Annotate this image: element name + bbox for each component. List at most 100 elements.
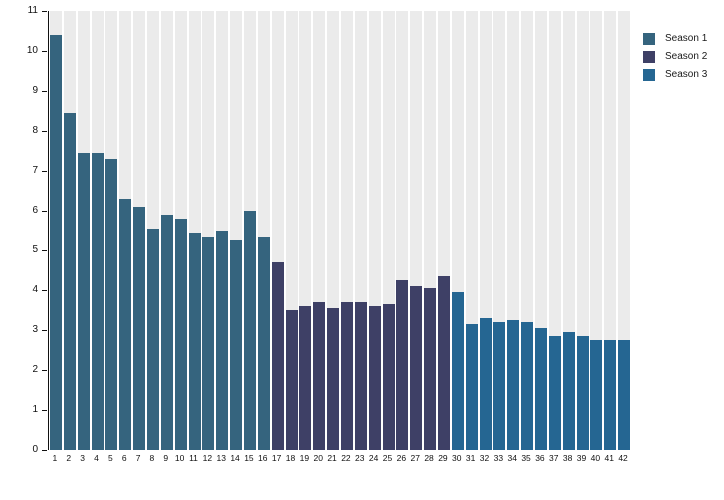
y-axis-tick — [42, 450, 47, 451]
bar-episode-39 — [576, 336, 589, 450]
x-tick-label: 32 — [479, 453, 490, 463]
x-tick-label: 10 — [174, 453, 185, 463]
y-tick-label: 1 — [32, 404, 38, 416]
x-tick-label: 42 — [618, 453, 628, 463]
bar-episode-30 — [451, 292, 464, 450]
y-tick-label: 2 — [32, 364, 38, 376]
y-axis-tick — [42, 50, 47, 52]
x-tick-label: 27 — [410, 453, 420, 463]
x-tick-label: 24 — [368, 453, 379, 463]
bar-episode-42 — [618, 340, 631, 450]
bar-episode-37 — [548, 336, 561, 450]
y-tick-label: 3 — [32, 324, 38, 336]
legend-item-season-2: Season 2 — [643, 51, 707, 63]
x-tick-label: 35 — [521, 453, 531, 463]
x-tick-label: 33 — [493, 453, 504, 463]
legend-label: Season 3 — [665, 69, 708, 80]
bar-episode-2 — [63, 112, 76, 450]
x-tick-label: 28 — [424, 453, 434, 463]
x-tick-label: 15 — [244, 453, 254, 463]
x-tick-label: 37 — [549, 453, 559, 463]
x-tick-label: 41 — [604, 453, 614, 463]
bar-episode-27 — [410, 286, 423, 450]
legend-label: Season 1 — [665, 33, 708, 44]
bar-episode-5 — [105, 158, 118, 450]
x-tick-label: 3 — [80, 453, 85, 463]
plot-area — [48, 11, 631, 450]
bar-episode-29 — [437, 276, 450, 450]
bar-episode-28 — [424, 288, 437, 450]
x-tick-label: 26 — [396, 453, 407, 463]
x-tick-label: 7 — [135, 453, 141, 463]
y-tick-label: 0 — [32, 444, 38, 455]
x-tick-label: 30 — [452, 453, 462, 463]
bar-episode-14 — [230, 240, 243, 450]
y-tick-label: 10 — [26, 44, 38, 56]
x-tick-label: 18 — [285, 453, 296, 463]
y-axis-tick — [42, 290, 47, 292]
bar-episode-4 — [91, 152, 104, 450]
legend-item-season-1: Season 1 — [643, 33, 707, 45]
x-tick-label: 40 — [590, 453, 601, 463]
y-tick-label: 8 — [32, 124, 38, 136]
legend-item-season-3: Season 3 — [643, 69, 707, 81]
bar-episode-12 — [202, 236, 215, 450]
legend-swatch-icon — [643, 51, 655, 63]
x-tick-label: 11 — [189, 453, 198, 463]
x-tick-label: 20 — [313, 453, 323, 463]
x-tick-label: 19 — [299, 453, 310, 463]
x-tick-label: 9 — [163, 453, 169, 463]
y-axis-tick — [42, 11, 47, 12]
bar-episode-21 — [327, 308, 340, 450]
y-axis-tick — [42, 330, 47, 332]
x-tick-label: 22 — [341, 453, 351, 463]
x-tick-label: 2 — [66, 453, 72, 463]
bar-episode-15 — [243, 210, 256, 450]
bar-episode-13 — [216, 230, 229, 450]
bar-episode-16 — [257, 236, 270, 450]
bar-episode-32 — [479, 318, 492, 450]
x-tick-label: 5 — [107, 453, 113, 463]
bar-episode-19 — [299, 306, 312, 450]
bar-episode-23 — [354, 302, 367, 450]
bar-episode-20 — [313, 302, 326, 450]
legend-swatch-icon — [643, 33, 655, 45]
bar-episode-33 — [493, 322, 506, 450]
bar-episode-17 — [271, 262, 284, 450]
bar-episode-26 — [396, 280, 409, 450]
bar-episode-34 — [507, 320, 520, 450]
y-tick-label: 7 — [32, 164, 38, 176]
y-axis-tick — [42, 130, 47, 132]
x-tick-label: 39 — [576, 453, 587, 463]
y-tick-label: 6 — [32, 204, 38, 216]
legend: Season 1 Season 2 Season 3 — [643, 33, 707, 87]
bar-episode-36 — [534, 328, 547, 450]
bar-episode-6 — [119, 198, 132, 450]
x-tick-label: 31 — [465, 453, 476, 463]
x-tick-label: 17 — [271, 453, 282, 463]
x-tick-label: 23 — [355, 453, 365, 463]
bar-episode-7 — [133, 206, 146, 450]
x-tick-label: 8 — [149, 453, 155, 463]
y-tick-label: 4 — [32, 284, 38, 296]
x-tick-label: 12 — [202, 453, 213, 463]
x-tick-label: 6 — [121, 453, 127, 463]
bar-episode-41 — [604, 340, 617, 450]
y-axis-tick — [42, 370, 47, 372]
y-axis-tick — [42, 210, 47, 212]
y-axis-tick — [42, 90, 47, 92]
bar-episode-25 — [382, 304, 395, 450]
x-tick-label: 38 — [562, 453, 573, 463]
y-tick-label: 9 — [32, 84, 38, 96]
bar-episode-22 — [340, 302, 353, 450]
bar-episode-31 — [465, 324, 478, 450]
x-tick-label: 1 — [52, 453, 58, 463]
x-tick-label: 16 — [258, 453, 268, 463]
bar-episode-1 — [49, 34, 62, 450]
x-tick-label: 21 — [327, 453, 337, 463]
bar-episode-35 — [521, 322, 534, 450]
bar-episode-8 — [146, 228, 159, 450]
x-tick-label: 29 — [438, 453, 448, 463]
bar-episode-10 — [174, 218, 187, 450]
x-tick-label: 34 — [507, 453, 517, 463]
